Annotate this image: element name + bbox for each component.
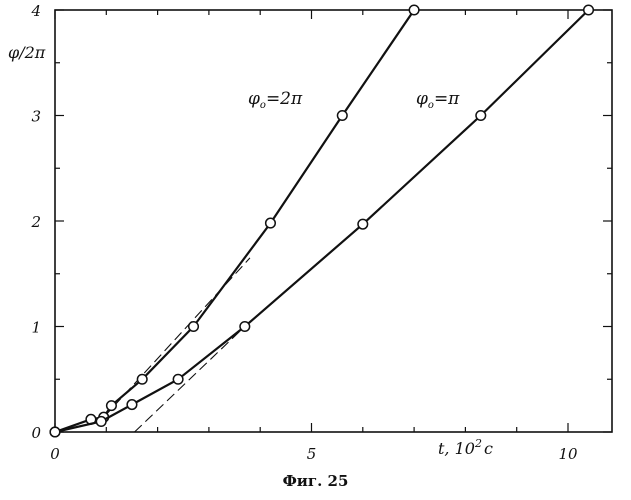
data-point [584,5,594,15]
y-tick-label: 2 [30,213,41,231]
data-point [127,400,137,410]
x-axis-label: t, 102c [438,437,493,458]
y-axis-label: φ/2π [8,43,46,62]
axis-ticks [55,10,612,432]
x-axis-label-unit: c [484,439,493,458]
x-axis-label-exponent: 2 [474,437,482,450]
series-label-pi-main: φ [416,89,428,109]
y-tick-label: 0 [31,424,41,442]
data-point [476,111,486,121]
data-point [173,374,183,384]
data-point [409,5,419,15]
series-layer [50,5,593,437]
x-tick-label: 5 [307,445,317,463]
series-label-2pi: φo=2π [248,89,303,111]
data-point [337,111,347,121]
data-point [189,322,199,332]
y-tick-label: 1 [31,319,41,337]
series-asymptote [135,327,245,433]
series-pi [50,5,593,437]
y-tick-label: 3 [31,108,41,126]
x-tick-label: 10 [558,445,578,463]
data-point [266,218,276,228]
data-point [107,401,117,411]
figure-caption: Фиг. 25 [0,472,631,490]
tick-labels: 0 5 10 0 1 2 3 4 [30,2,578,463]
x-tick-label: 0 [50,445,60,463]
series-label-2pi-main: φ [248,89,260,109]
data-point [358,219,368,229]
y-tick-label: 4 [30,2,41,20]
series-label-2pi-rest: =2π [266,89,303,109]
series-line [55,10,589,432]
data-point [240,322,250,332]
data-point [50,427,60,437]
series-label-pi-rest: =π [434,89,460,109]
plot-frame [55,10,612,432]
x-axis-label-prefix: t, 10 [438,439,475,458]
data-point [96,417,106,427]
data-point [137,374,147,384]
series-label-pi: φo=π [416,89,460,111]
plot-border [55,10,612,432]
